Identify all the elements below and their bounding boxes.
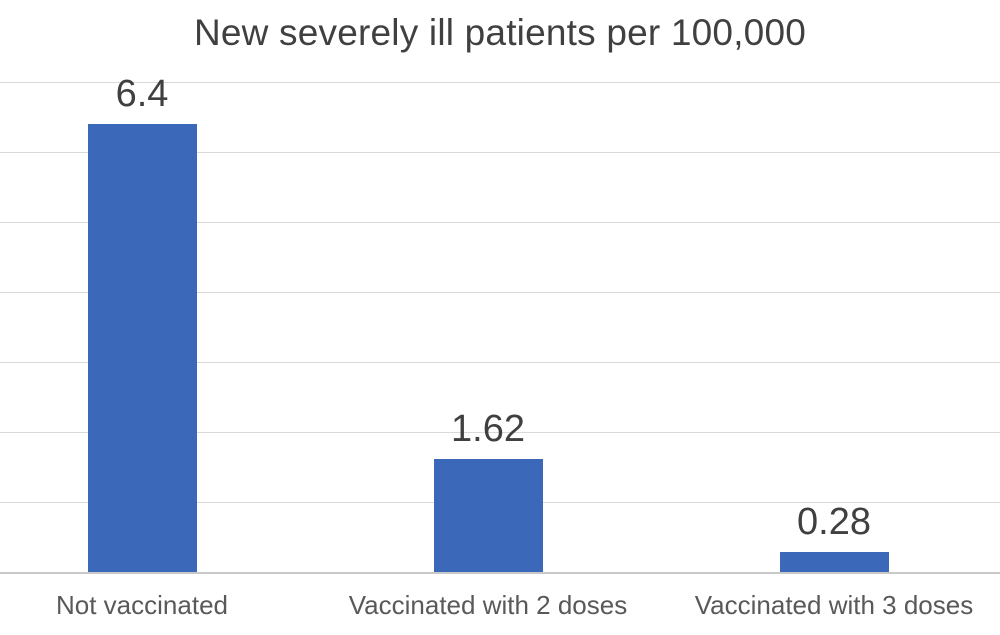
category-label: Not vaccinated — [56, 590, 228, 620]
gridline — [0, 432, 1000, 433]
gridline — [0, 152, 1000, 153]
bar-1 — [87, 124, 197, 572]
x-axis-line — [0, 572, 1000, 574]
value-label: 1.62 — [451, 407, 525, 450]
value-label: 6.4 — [115, 73, 169, 115]
bar-2 — [433, 458, 543, 572]
gridline — [0, 82, 1000, 83]
gridline — [0, 222, 1000, 223]
chart-title: New severely ill patients per 100,000 — [193, 12, 807, 53]
gridline — [0, 362, 1000, 363]
category-label: Vaccinated with 3 doses — [694, 590, 974, 620]
value-label: 0.28 — [797, 501, 871, 544]
bar-3 — [779, 552, 889, 572]
gridline — [0, 292, 1000, 293]
category-label: Vaccinated with 2 doses — [348, 590, 628, 620]
